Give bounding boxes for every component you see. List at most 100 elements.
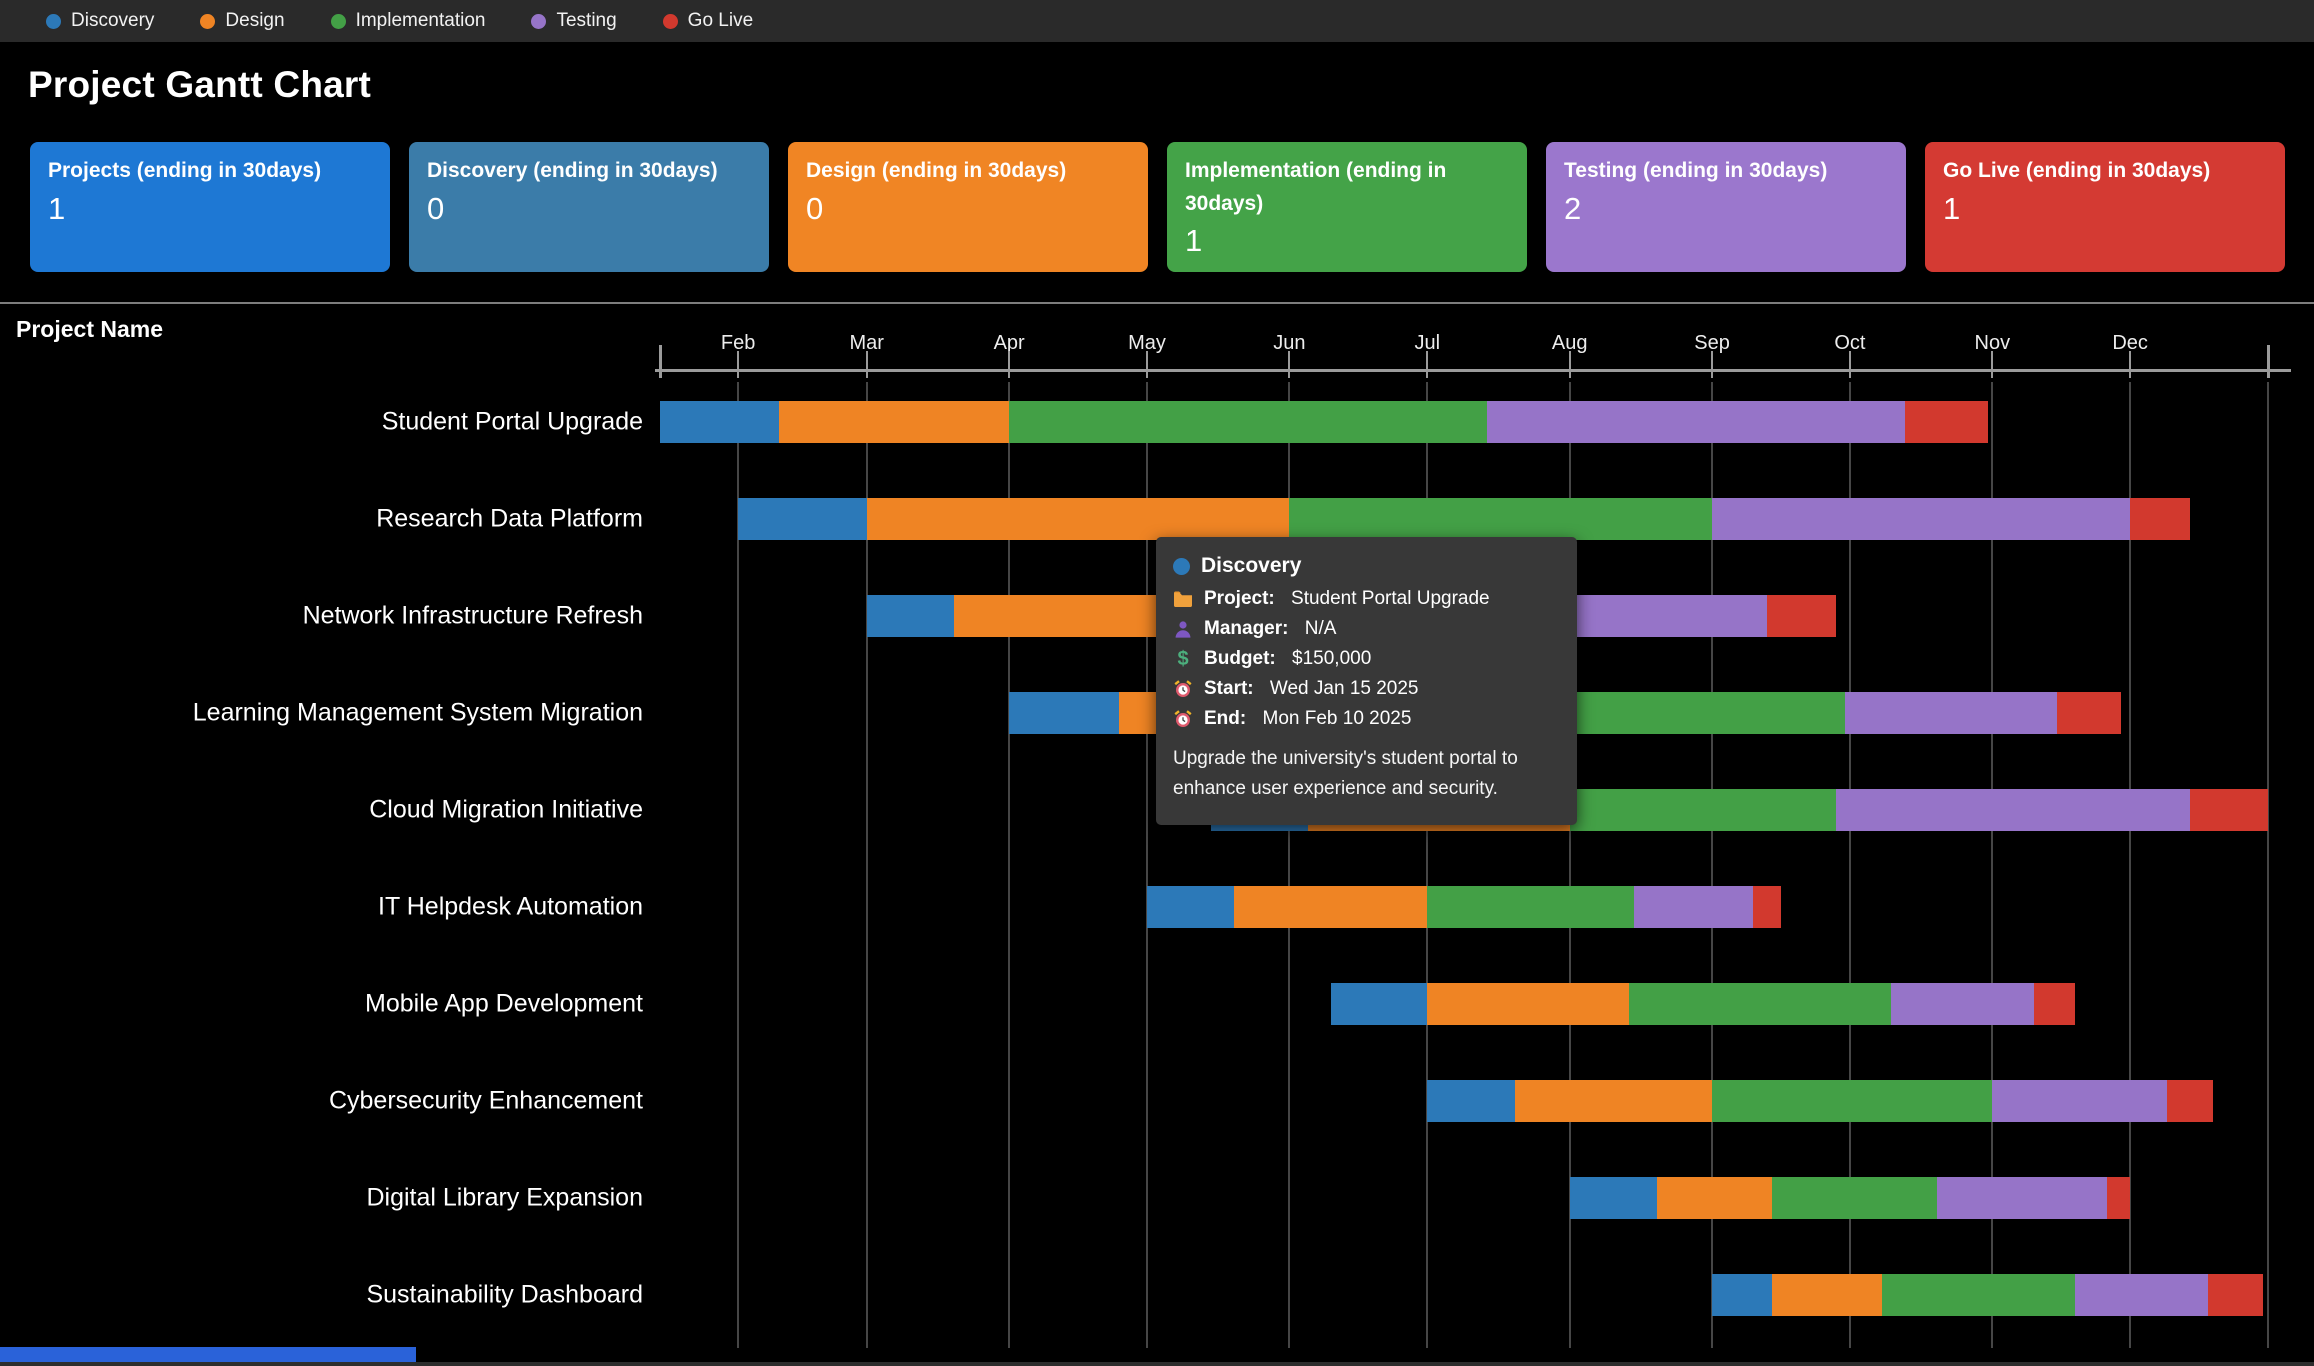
- gantt-bar-segment[interactable]: [1289, 498, 1713, 540]
- gridline: [1008, 382, 1011, 1348]
- month-label: Jul: [1414, 332, 1441, 354]
- card-value: 0: [427, 190, 445, 226]
- gantt-bar-segment[interactable]: [1712, 1080, 1993, 1122]
- tooltip-field: Project: Student Portal Upgrade: [1173, 588, 1560, 610]
- time-axis: [655, 369, 2291, 372]
- tooltip-fields: Project: Student Portal Upgrade Manager: …: [1173, 588, 1560, 730]
- gantt-bar-segment[interactable]: [866, 595, 955, 637]
- tooltip-field-value: Wed Jan 15 2025: [1264, 678, 1419, 699]
- gantt-bar-segment[interactable]: [1427, 983, 1630, 1025]
- month-label: Mar: [849, 332, 884, 354]
- project-row-label: IT Helpdesk Automation: [378, 892, 643, 921]
- gantt-bar-segment[interactable]: [1767, 595, 1837, 637]
- gantt-bar-segment[interactable]: [1633, 886, 1754, 928]
- legend-item-testing[interactable]: Testing: [531, 10, 617, 32]
- gantt-bar-segment[interactable]: [660, 401, 780, 443]
- gantt-bar-segment[interactable]: [1712, 1274, 1772, 1316]
- gantt-bar-segment[interactable]: [1234, 886, 1428, 928]
- gantt-bar-segment[interactable]: [1569, 595, 1768, 637]
- gantt-bar-segment[interactable]: [1514, 1080, 1713, 1122]
- tooltip-description: Upgrade the university's student portal …: [1173, 748, 1518, 800]
- gantt-bar-segment[interactable]: [1905, 401, 1988, 443]
- gantt-bar-segment[interactable]: [1836, 789, 2190, 831]
- project-row-label: Mobile App Development: [365, 989, 643, 1018]
- axis-tick: [1711, 351, 1714, 378]
- month-label: Dec: [2112, 332, 2148, 354]
- card-label: Projects (ending in 30days): [48, 159, 322, 182]
- gantt-bar-segment[interactable]: [1753, 886, 1781, 928]
- gantt-bar-segment[interactable]: [1427, 886, 1634, 928]
- gantt-bar-segment[interactable]: [1845, 692, 2057, 734]
- gantt-bar-segment[interactable]: [1427, 1080, 1515, 1122]
- month-label: Apr: [993, 332, 1025, 354]
- gantt-bar-segment[interactable]: [2056, 692, 2121, 734]
- summary-card-testing[interactable]: Testing (ending in 30days) 2: [1546, 142, 1906, 272]
- gantt-bar-segment[interactable]: [1330, 983, 1428, 1025]
- legend-item-label: Design: [225, 10, 285, 31]
- gantt-bar-segment[interactable]: [2033, 983, 2076, 1025]
- gantt-bar-segment[interactable]: [1146, 886, 1235, 928]
- gantt-bar-segment[interactable]: [779, 401, 1010, 443]
- gantt-bar-segment[interactable]: [1569, 1177, 1657, 1219]
- gantt-bar-segment[interactable]: [738, 498, 867, 540]
- summary-card-go[interactable]: Go Live (ending in 30days) 1: [1925, 142, 2285, 272]
- gantt-bar-segment[interactable]: [1486, 401, 1906, 443]
- tooltip-field-label: Budget:: [1204, 648, 1276, 669]
- gridline: [1711, 382, 1714, 1348]
- legend-dot: [46, 13, 61, 29]
- gantt-bar-segment[interactable]: [2075, 1274, 2209, 1316]
- axis-endcap: [659, 345, 662, 378]
- summary-cards: Projects (ending in 30days) 1 Discovery (e…: [30, 142, 2285, 272]
- legend-item-label: Implementation: [355, 10, 486, 31]
- gantt-bar-segment[interactable]: [866, 498, 1290, 540]
- axis-tick: [737, 351, 740, 378]
- tooltip-field-label: End:: [1204, 708, 1247, 729]
- hscrollbar-thumb[interactable]: [0, 1347, 416, 1362]
- summary-card-discovery[interactable]: Discovery (ending in 30days) 0: [409, 142, 769, 272]
- gridline: [737, 382, 740, 1348]
- gantt-bar-segment[interactable]: [2130, 498, 2190, 540]
- gantt-bar-segment[interactable]: [1882, 1274, 2076, 1316]
- gantt-bar-segment[interactable]: [2166, 1080, 2213, 1122]
- gridline: [1568, 382, 1571, 1348]
- gantt-bar-segment[interactable]: [1771, 1274, 1883, 1316]
- gantt-bar-segment[interactable]: [1891, 983, 2034, 1025]
- tooltip-phase-dot: [1173, 557, 1190, 575]
- tooltip-field: Manager: N/A: [1173, 618, 1560, 640]
- dollar-icon: $: [1177, 647, 1189, 670]
- gantt-bar-segment[interactable]: [2107, 1177, 2131, 1219]
- gantt-bar-segment[interactable]: [1629, 983, 1892, 1025]
- axis-tick: [1848, 351, 1851, 378]
- gantt-bar-segment[interactable]: [954, 595, 1189, 637]
- legend-item-implementation[interactable]: Implementation: [330, 10, 486, 32]
- gantt-bar-segment[interactable]: [1712, 498, 2131, 540]
- gantt-bar-segment[interactable]: [1009, 692, 1120, 734]
- column-header: Project Name: [16, 316, 164, 342]
- panel-divider: [0, 302, 2314, 304]
- gantt-bar-segment[interactable]: [2189, 789, 2268, 831]
- gantt-bar-segment[interactable]: [1771, 1177, 1938, 1219]
- tooltip-field-value: Mon Feb 10 2025: [1257, 708, 1412, 729]
- project-row-label: Digital Library Expansion: [366, 1183, 643, 1212]
- axis-tick: [1145, 351, 1148, 378]
- summary-card-implementation[interactable]: Implementation (ending in 30days) 1: [1167, 142, 1527, 272]
- gantt-bar-segment[interactable]: [1937, 1177, 2108, 1219]
- summary-card-design[interactable]: Design (ending in 30days) 0: [788, 142, 1148, 272]
- gantt-bar-segment[interactable]: [1009, 401, 1487, 443]
- gridline: [2267, 382, 2269, 1348]
- summary-card-projects[interactable]: Projects (ending in 30days) 1: [30, 142, 390, 272]
- month-label: Oct: [1834, 332, 1866, 354]
- gridline: [1145, 382, 1148, 1348]
- card-value: 1: [48, 190, 66, 226]
- legend-item-design[interactable]: Design: [200, 10, 285, 32]
- hscrollbar-track[interactable]: [0, 1362, 2314, 1366]
- legend-item-discovery[interactable]: Discovery: [46, 10, 154, 32]
- gantt-bar-segment[interactable]: [2208, 1274, 2264, 1316]
- legend-item-go-live[interactable]: Go Live: [662, 10, 753, 32]
- gantt-bar-segment[interactable]: [1569, 789, 1837, 831]
- month-label: Jun: [1273, 332, 1306, 354]
- axis-tick: [1288, 351, 1291, 378]
- gantt-bar-segment[interactable]: [1992, 1080, 2167, 1122]
- gantt-bar-segment[interactable]: [1656, 1177, 1772, 1219]
- legend-dot: [531, 13, 547, 29]
